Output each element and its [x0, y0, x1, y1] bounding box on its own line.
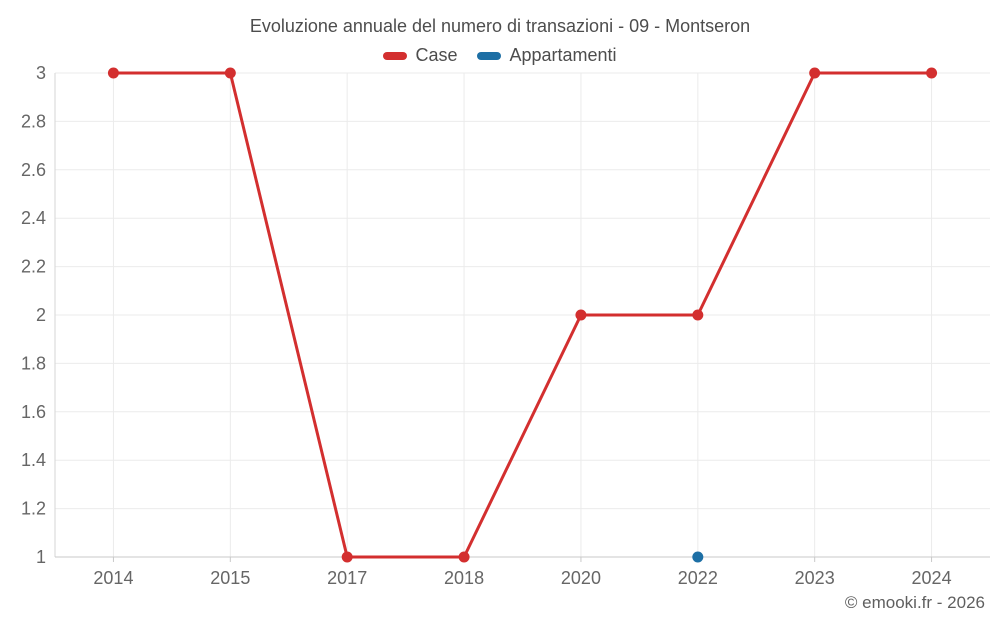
y-axis-label: 2.4	[21, 208, 46, 228]
x-axis-label: 2017	[327, 568, 367, 588]
series-line-case	[111, 71, 934, 559]
y-axis-label: 2.2	[21, 257, 46, 277]
x-axis-label: 2014	[93, 568, 133, 588]
y-axis-label: 3	[36, 63, 46, 83]
y-axis-label: 1.8	[21, 353, 46, 373]
x-axis-label: 2018	[444, 568, 484, 588]
data-point-case-2017[interactable]	[341, 551, 353, 563]
y-axis-label: 1.6	[21, 402, 46, 422]
data-point-case-2018[interactable]	[458, 551, 470, 563]
data-point-case-2015[interactable]	[224, 67, 236, 79]
legend-swatch-appartamenti-icon	[477, 51, 502, 60]
y-axis-label: 2.6	[21, 160, 46, 180]
legend-item-appartamenti[interactable]: Appartamenti	[477, 45, 617, 66]
x-axis-label: 2024	[912, 568, 952, 588]
data-point-case-2014[interactable]	[107, 67, 119, 79]
legend-label: Case	[415, 45, 458, 65]
y-axis-label: 2	[36, 305, 46, 325]
y-axis-label: 2.8	[21, 111, 46, 131]
data-point-appartamenti-2022[interactable]	[692, 551, 704, 563]
data-point-case-2023[interactable]	[809, 67, 821, 79]
legend-item-case[interactable]: Case	[383, 45, 457, 66]
x-axis-label: 2022	[678, 568, 718, 588]
x-axis-label: 2023	[795, 568, 835, 588]
data-point-case-2022[interactable]	[692, 309, 704, 321]
y-axis-label: 1.2	[21, 499, 46, 519]
x-axis-label: 2020	[561, 568, 601, 588]
legend-label: Appartamenti	[509, 45, 617, 65]
y-axis-label: 1.4	[21, 450, 46, 470]
y-axis-label: 1	[36, 547, 46, 567]
credit-text: © emooki.fr - 2026	[844, 593, 985, 612]
x-axis-label: 2015	[210, 568, 250, 588]
data-point-case-2020[interactable]	[575, 309, 587, 321]
data-point-case-2024[interactable]	[926, 67, 938, 79]
legend-swatch-case-icon	[383, 51, 408, 60]
legend: Case Appartamenti	[0, 45, 1000, 66]
chart-title: Evoluzione annuale del numero di transaz…	[249, 16, 751, 36]
